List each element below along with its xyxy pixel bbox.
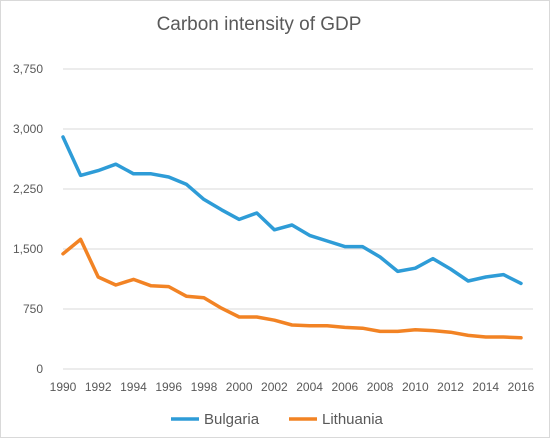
x-tick-label: 2010 — [402, 380, 429, 394]
legend-label-lithuania: Lithuania — [322, 411, 384, 428]
x-tick-label: 2014 — [472, 380, 499, 394]
series-line-lithuania — [61, 237, 523, 340]
chart-title: Carbon intensity of GDP — [157, 14, 362, 35]
series-lines — [61, 135, 523, 340]
legend-label-bulgaria: Bulgaria — [204, 411, 260, 428]
y-tick-label: 3,750 — [13, 62, 43, 76]
x-tick-label: 2006 — [331, 380, 358, 394]
y-tick-label: 750 — [23, 302, 43, 316]
x-tick-label: 1990 — [50, 380, 77, 394]
y-tick-label: 1,500 — [13, 242, 43, 256]
series-line-bulgaria — [61, 135, 523, 286]
y-axis-ticks: 0 750 1,500 2,250 3,000 3,750 — [13, 62, 43, 376]
x-tick-label: 2004 — [296, 380, 323, 394]
x-tick-label: 1998 — [191, 380, 218, 394]
x-tick-label: 2000 — [226, 380, 253, 394]
y-tick-label: 3,000 — [13, 122, 43, 136]
x-tick-label: 2016 — [508, 380, 535, 394]
legend: Bulgaria Lithuania — [171, 411, 384, 428]
gridlines — [63, 68, 533, 370]
x-axis-ticks: 1990 1992 1994 1996 1998 2000 2002 2004 2006 2008… — [50, 380, 535, 394]
x-tick-label: 2008 — [367, 380, 394, 394]
x-tick-label: 1996 — [155, 380, 182, 394]
x-tick-label: 2012 — [437, 380, 464, 394]
x-tick-label: 2002 — [261, 380, 288, 394]
x-tick-label: 1994 — [120, 380, 147, 394]
x-tick-label: 1992 — [85, 380, 112, 394]
y-tick-label: 0 — [36, 362, 43, 376]
y-tick-label: 2,250 — [13, 182, 43, 196]
